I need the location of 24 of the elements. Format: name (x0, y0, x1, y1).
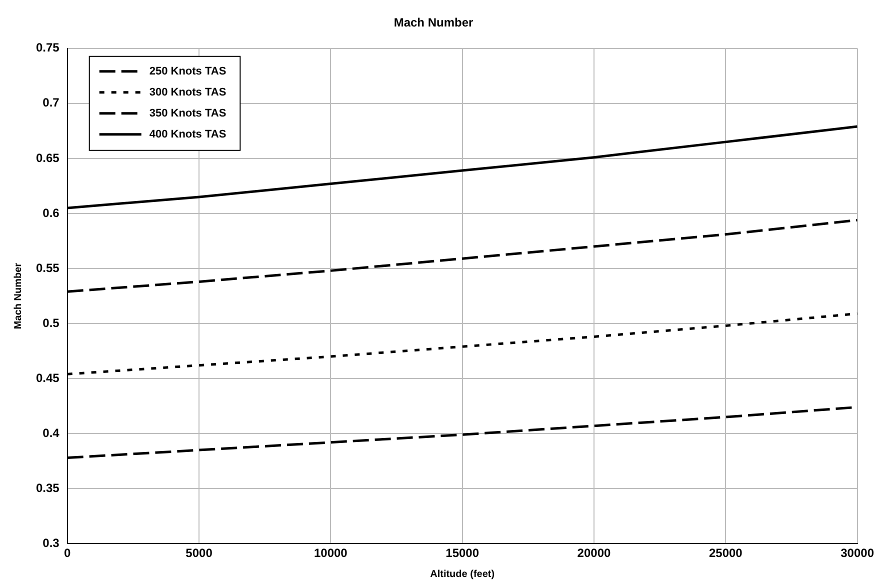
y-tick-label: 0.55 (36, 260, 60, 275)
legend-label: 300 Knots TAS (149, 86, 226, 98)
y-tick-label: 0.65 (36, 150, 60, 165)
x-tick-label: 20000 (577, 546, 612, 560)
y-tick-label: 0.5 (42, 316, 60, 330)
y-tick-label: 0.4 (42, 426, 60, 440)
y-tick-label: 0.45 (36, 370, 60, 385)
legend-label: 250 Knots TAS (149, 65, 226, 78)
y-tick-label: 0.75 (36, 40, 60, 55)
y-axis-title: Mach Number (12, 262, 24, 330)
x-tick-label: 10000 (314, 546, 348, 560)
x-tick-label: 5000 (186, 546, 213, 560)
y-tick-label: 0.35 (36, 480, 60, 495)
y-tick-label: 0.6 (42, 206, 60, 220)
chart-title: Mach Number (394, 16, 474, 30)
legend-label: 400 Knots TAS (149, 128, 226, 140)
x-tick-label: 0 (64, 546, 72, 560)
x-tick-label: 25000 (708, 546, 743, 560)
y-tick-label: 0.3 (42, 536, 60, 550)
legend-label: 350 Knots TAS (149, 107, 226, 120)
y-tick-label: 0.7 (42, 96, 60, 110)
x-axis-title: Altitude (feet) (430, 568, 495, 580)
x-tick-label: 15000 (446, 546, 480, 560)
x-tick-label: 30000 (840, 546, 874, 560)
